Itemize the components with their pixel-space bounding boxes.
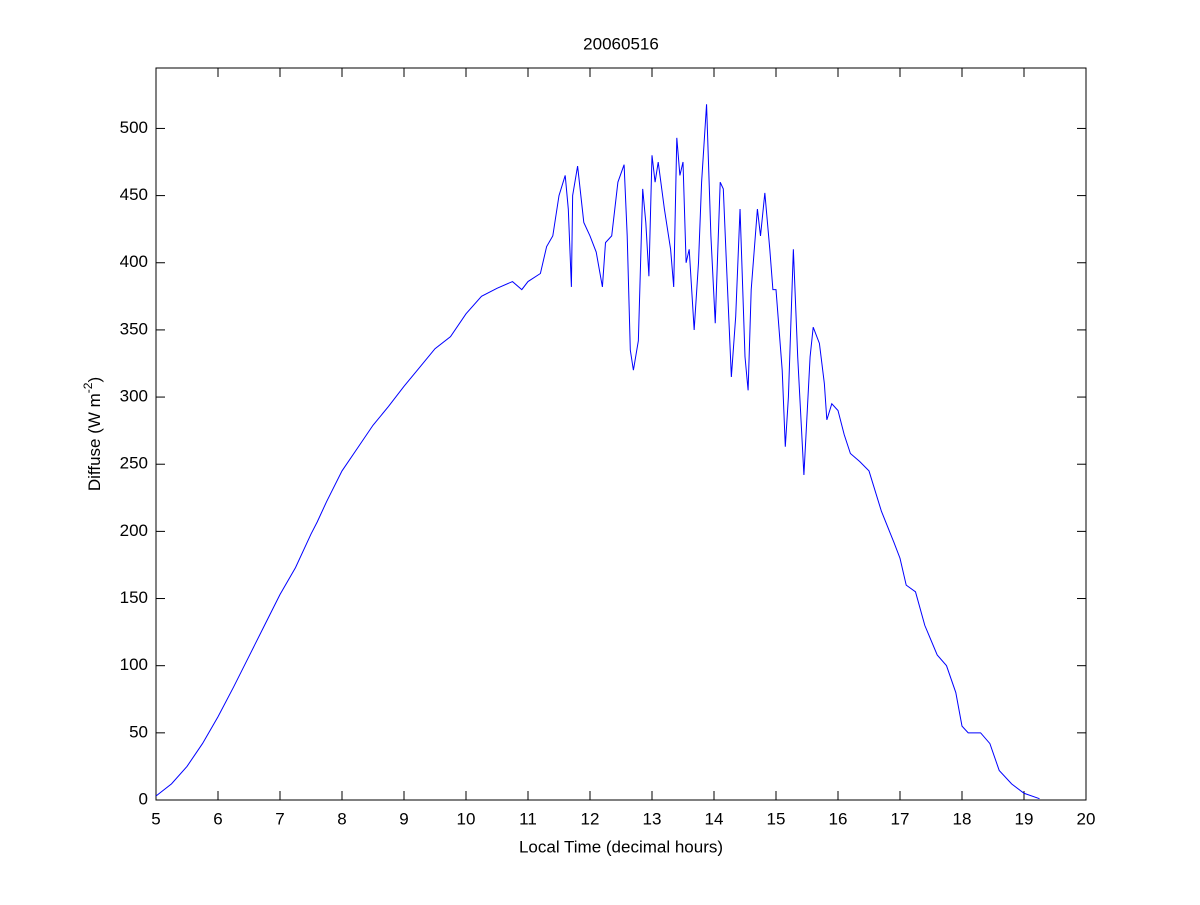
plot-frame	[155, 67, 1087, 801]
y-tick-label: 500	[120, 118, 148, 137]
x-tick-label: 20	[1077, 809, 1096, 828]
x-tick-label: 13	[643, 809, 662, 828]
x-axis-label: Local Time (decimal hours)	[519, 837, 723, 856]
y-axis-label-superscript: -2	[81, 382, 95, 393]
x-tick-label: 18	[953, 809, 972, 828]
chart-title: 20060516	[583, 34, 659, 53]
y-tick-label: 0	[139, 789, 148, 808]
y-axis-label-text: Diffuse (W m	[85, 393, 104, 491]
x-tick-label: 8	[337, 809, 346, 828]
x-tick-label: 12	[581, 809, 600, 828]
y-tick-label: 350	[120, 319, 148, 338]
x-tick-label: 6	[213, 809, 222, 828]
y-axis-label-suffix: )	[85, 377, 104, 383]
y-tick-label: 450	[120, 185, 148, 204]
y-tick-label: 50	[129, 722, 148, 741]
x-tick-label: 14	[705, 809, 724, 828]
x-tick-label: 15	[767, 809, 786, 828]
y-tick-label: 200	[120, 521, 148, 540]
y-axis-label: Diffuse (W m-2)	[81, 377, 104, 491]
data-line	[155, 104, 1040, 800]
y-tick-label: 400	[120, 252, 148, 271]
x-tick-label: 11	[519, 809, 537, 828]
x-tick-label: 7	[275, 809, 284, 828]
x-tick-label: 16	[829, 809, 848, 828]
x-tick-label: 19	[1015, 809, 1034, 828]
x-tick-label: 5	[151, 809, 160, 828]
x-tick-label: 17	[891, 809, 910, 828]
x-tick-label: 9	[399, 809, 408, 828]
y-tick-label: 100	[120, 655, 148, 674]
y-tick-label: 150	[120, 588, 148, 607]
x-tick-label: 10	[457, 809, 476, 828]
y-tick-label: 300	[120, 387, 148, 406]
y-tick-label: 250	[120, 454, 148, 473]
